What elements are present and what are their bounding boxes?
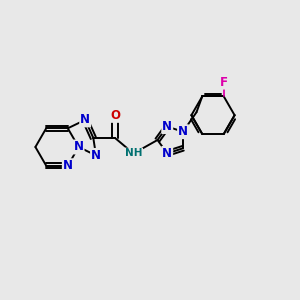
Text: N: N	[80, 113, 90, 126]
Text: O: O	[110, 109, 120, 122]
Text: N: N	[91, 149, 101, 162]
Text: N: N	[178, 125, 188, 138]
Text: NH: NH	[125, 148, 142, 158]
Text: N: N	[74, 140, 84, 154]
Text: F: F	[220, 76, 228, 88]
Text: N: N	[63, 159, 73, 172]
Text: N: N	[162, 120, 172, 133]
Text: N: N	[162, 147, 172, 160]
